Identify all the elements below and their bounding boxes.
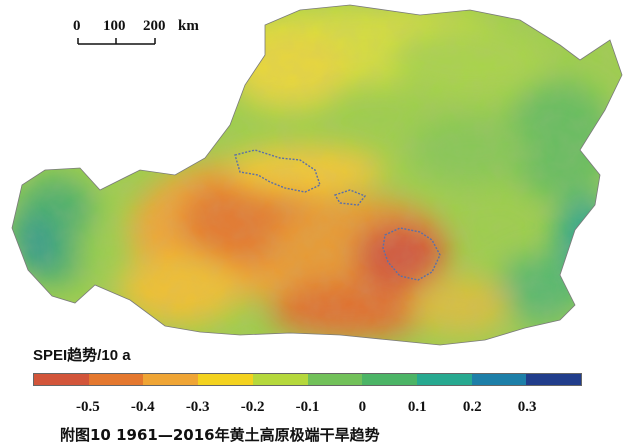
legend-tick-label: 0.1 bbox=[407, 399, 427, 415]
legend-tick-label: -0.4 bbox=[130, 399, 155, 415]
region-outline bbox=[11, 4, 623, 346]
legend-swatch-1 bbox=[88, 374, 144, 385]
legend-swatch-4 bbox=[252, 374, 308, 385]
legend-tick-label: 0 bbox=[358, 399, 367, 415]
legend-swatch-3 bbox=[198, 374, 253, 385]
legend-swatch-7 bbox=[416, 374, 472, 385]
legend-swatch-0 bbox=[34, 374, 89, 385]
contour-north bbox=[234, 149, 321, 193]
figure-caption: 附图10 1961—2016年黄土高原极端干旱趋势 bbox=[60, 426, 380, 444]
legend-tick-label: -0.2 bbox=[240, 399, 265, 415]
extreme-drought-contours bbox=[234, 149, 441, 281]
legend-tick-label: 0.3 bbox=[517, 399, 537, 415]
legend-tick-label: -0.3 bbox=[185, 399, 210, 415]
scale-label-0: 0 bbox=[73, 18, 81, 34]
map-canvas bbox=[11, 4, 623, 346]
spei-trend-surface bbox=[12, 5, 622, 345]
legend-swatch-2 bbox=[143, 374, 199, 385]
legend-swatch-9 bbox=[526, 374, 582, 385]
legend-title: SPEI趋势/10 a bbox=[33, 347, 131, 364]
scale-label-200: 200 bbox=[143, 18, 166, 34]
legend-tick-label: -0.1 bbox=[295, 399, 320, 415]
legend-swatch-5 bbox=[307, 374, 363, 385]
legend-tick-label: -0.5 bbox=[76, 399, 100, 415]
contour-small bbox=[333, 189, 367, 206]
scale-bar bbox=[77, 38, 156, 45]
legend-color-bar bbox=[33, 373, 582, 386]
map-figure: 0 100 200 km SPEI趋势/10 a -0.5 -0.4 -0.3 -0.… bbox=[11, 4, 623, 444]
scale-unit: km bbox=[178, 18, 199, 34]
legend-swatch-8 bbox=[471, 374, 527, 385]
scale-label-100: 100 bbox=[103, 18, 126, 34]
legend-swatch-6 bbox=[362, 374, 417, 385]
contour-east bbox=[382, 227, 441, 281]
legend-tick-label: 0.2 bbox=[462, 399, 482, 415]
